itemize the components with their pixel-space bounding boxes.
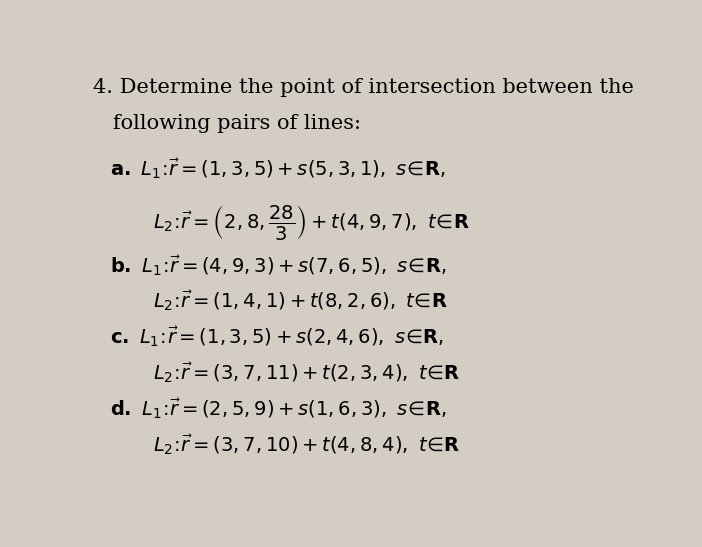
- Text: $L_2\!:\!\vec{r} = (3,7,11) + t(2,3,4),\ t\!\in\!\mathbf{R}$: $L_2\!:\!\vec{r} = (3,7,11) + t(2,3,4),\…: [153, 360, 461, 385]
- Text: $\mathbf{c.}\ L_1\!:\!\vec{r} = (1,3,5) + s(2,4,6),\ s\!\in\!\mathbf{R},$: $\mathbf{c.}\ L_1\!:\!\vec{r} = (1,3,5) …: [110, 325, 444, 349]
- Text: $L_2\!:\!\vec{r} = (3,7,10) + t(4,8,4),\ t\!\in\!\mathbf{R}$: $L_2\!:\!\vec{r} = (3,7,10) + t(4,8,4),\…: [153, 432, 461, 457]
- Text: 4. Determine the point of intersection between the: 4. Determine the point of intersection b…: [93, 78, 634, 97]
- Text: $L_2\!:\!\vec{r} = \left(2,8,\dfrac{28}{3}\right) + t(4,9,7),\ t\!\in\!\mathbf{R: $L_2\!:\!\vec{r} = \left(2,8,\dfrac{28}{…: [153, 202, 470, 242]
- Text: $\mathbf{d.}\ L_1\!:\!\vec{r} = (2,5,9) + s(1,6,3),\ s\!\in\!\mathbf{R},$: $\mathbf{d.}\ L_1\!:\!\vec{r} = (2,5,9) …: [110, 396, 446, 421]
- Text: $\mathbf{b.}\ L_1\!:\!\vec{r} = (4,9,3) + s(7,6,5),\ s\!\in\!\mathbf{R},$: $\mathbf{b.}\ L_1\!:\!\vec{r} = (4,9,3) …: [110, 253, 446, 278]
- Text: $\mathbf{a.}\ L_1\!:\!\vec{r} = (1,3,5) + s(5,3,1),\ s\!\in\!\mathbf{R},$: $\mathbf{a.}\ L_1\!:\!\vec{r} = (1,3,5) …: [110, 156, 445, 181]
- Text: following pairs of lines:: following pairs of lines:: [93, 114, 362, 133]
- Text: $L_2\!:\!\vec{r} = (1,4,1) + t(8,2,6),\ t\!\in\!\mathbf{R}$: $L_2\!:\!\vec{r} = (1,4,1) + t(8,2,6),\ …: [153, 289, 448, 313]
